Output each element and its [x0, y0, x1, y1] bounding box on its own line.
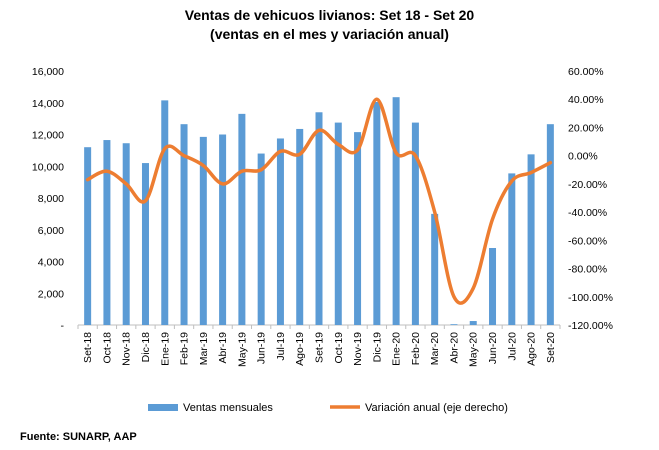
bar-ventas-mensuales: [238, 113, 246, 325]
y-left-tick-label: 6,000: [38, 225, 64, 237]
bar-ventas-mensuales: [315, 112, 323, 326]
bar-ventas-mensuales: [276, 138, 284, 325]
bar-ventas-mensuales: [354, 132, 362, 325]
line-variacion-anual: [85, 97, 553, 305]
x-tick-label: Ago-20: [526, 332, 538, 366]
bar-ventas-mensuales: [161, 100, 169, 326]
chart-subtitle: (ventas en el mes y variación anual): [210, 26, 449, 42]
y-left-tick-label: 2,000: [38, 288, 64, 300]
bar-ventas-mensuales: [373, 101, 381, 325]
bar-ventas-mensuales: [469, 321, 477, 325]
x-tick-label: Dic-18: [140, 332, 152, 363]
y-right-tick-label: 20.00%: [568, 122, 604, 134]
y-left-tick-label: -: [61, 320, 65, 332]
x-tick-label: Mar-20: [429, 332, 441, 365]
x-tick-label: Nov-19: [352, 332, 364, 366]
bar-ventas-mensuales: [199, 136, 207, 325]
bar-ventas-mensuales: [296, 128, 304, 325]
x-tick-label: Set-20: [545, 332, 557, 363]
x-tick-label: Jun-20: [487, 332, 499, 364]
x-tick-label: Set-19: [314, 332, 326, 363]
y-right-tick-label: 0.00%: [568, 151, 598, 163]
y-right-tick-label: -20.00%: [568, 179, 607, 191]
y-right-tick-label: 60.00%: [568, 66, 604, 78]
bar-ventas-mensuales: [392, 97, 400, 325]
y-right-tick-label: -40.00%: [568, 207, 607, 219]
y-right-tick-label: -120.00%: [568, 320, 613, 332]
x-tick-label: Abr-19: [217, 332, 229, 364]
bar-ventas-mensuales: [257, 153, 265, 325]
x-tick-label: May-20: [468, 332, 480, 367]
legend-label-bars: Ventas mensuales: [183, 402, 273, 414]
x-tick-label: Ene-20: [391, 332, 403, 366]
x-tick-label: Oct-19: [333, 332, 345, 364]
y-left-tick-label: 14,000: [32, 98, 64, 110]
bar-ventas-mensuales: [489, 248, 497, 325]
bar-ventas-mensuales: [219, 134, 227, 325]
x-tick-label: Feb-20: [410, 332, 422, 365]
y-left-tick-label: 10,000: [32, 161, 64, 173]
x-tick-label: Ene-19: [159, 332, 171, 366]
source-note: Fuente: SUNARP, AAP: [20, 431, 137, 443]
y-right-tick-label: 40.00%: [568, 94, 604, 106]
bar-ventas-mensuales: [84, 147, 92, 325]
bar-ventas-mensuales: [180, 124, 188, 326]
y-right-tick-label: -60.00%: [568, 235, 607, 247]
bar-ventas-mensuales: [103, 140, 111, 325]
x-tick-label: Feb-19: [179, 332, 191, 365]
x-tick-label: May-19: [236, 332, 248, 367]
y-left-tick-label: 8,000: [38, 193, 64, 205]
bar-ventas-mensuales: [450, 324, 458, 325]
legend-label-line: Variación anual (eje derecho): [365, 402, 508, 414]
y-right-tick-label: -100.00%: [568, 292, 613, 304]
x-tick-label: Dic-19: [371, 332, 383, 363]
bar-ventas-mensuales: [546, 124, 554, 326]
x-tick-label: Jul-19: [275, 332, 287, 361]
x-tick-label: Set-18: [82, 332, 94, 363]
y-left-tick-label: 16,000: [32, 66, 64, 78]
bar-ventas-mensuales: [508, 173, 516, 325]
y-left-tick-label: 4,000: [38, 257, 64, 269]
chart-title: Ventas de vehicuos livianos: Set 18 - Se…: [184, 7, 475, 23]
bar-ventas-mensuales: [141, 163, 149, 325]
x-tick-label: Jun-19: [256, 332, 268, 364]
bar-ventas-mensuales: [431, 213, 439, 325]
bar-ventas-mensuales: [411, 122, 419, 325]
legend-swatch-bars: [148, 404, 178, 411]
x-tick-label: Oct-18: [101, 332, 113, 364]
y-right-tick-label: -80.00%: [568, 264, 607, 276]
x-tick-label: Abr-20: [448, 332, 460, 364]
bar-ventas-mensuales: [122, 143, 130, 325]
x-tick-label: Jul-20: [506, 332, 518, 361]
bar-ventas-mensuales: [334, 122, 342, 325]
x-tick-label: Mar-19: [198, 332, 210, 365]
y-left-tick-label: 12,000: [32, 130, 64, 142]
bar-ventas-mensuales: [527, 154, 535, 325]
x-tick-label: Ago-19: [294, 332, 306, 366]
x-tick-label: Nov-18: [121, 332, 133, 366]
